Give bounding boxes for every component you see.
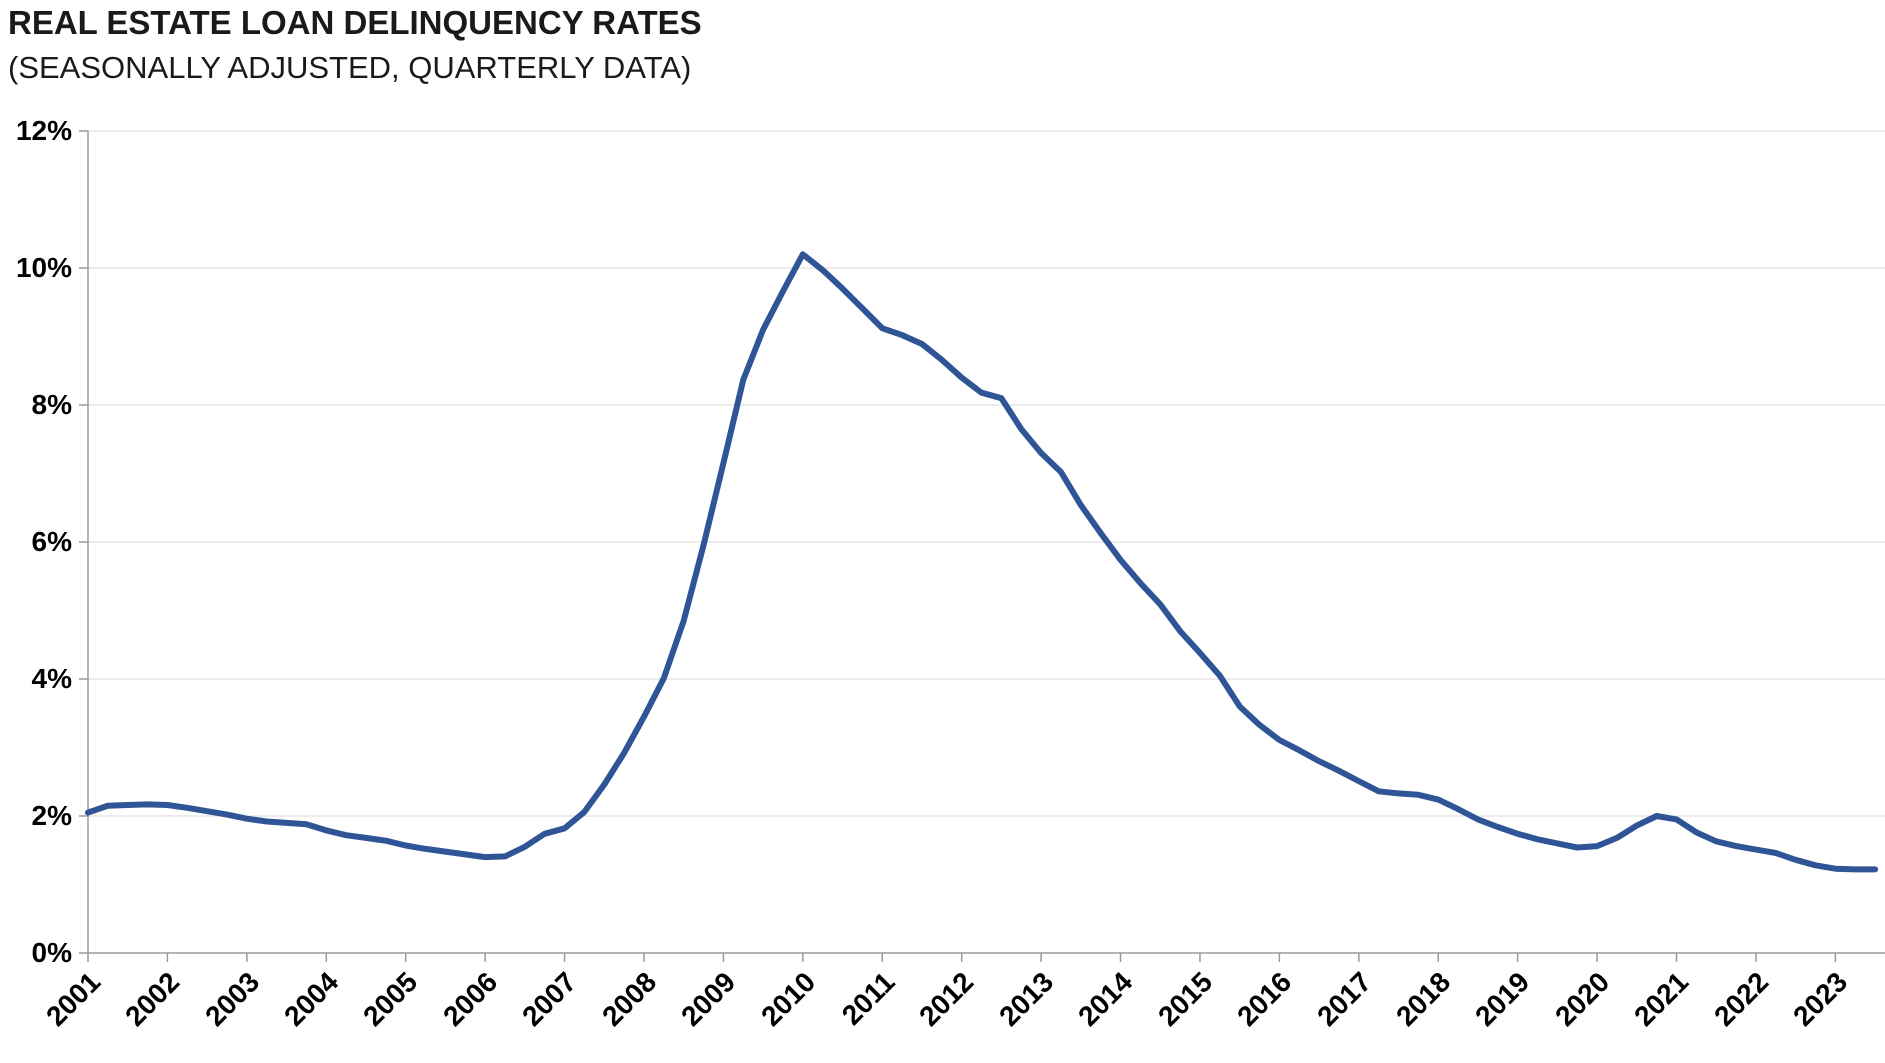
page-title: REAL ESTATE LOAN DELINQUENCY RATES [8, 4, 702, 41]
y-axis-label: 12% [15, 115, 72, 146]
y-axis-label: 8% [31, 389, 72, 420]
y-axis-label: 10% [15, 252, 72, 283]
page-subtitle: (SEASONALLY ADJUSTED, QUARTERLY DATA) [8, 50, 692, 85]
y-axis-label: 4% [31, 663, 72, 694]
y-axis-label: 0% [31, 937, 72, 968]
y-axis-label: 6% [31, 526, 72, 557]
delinquency-rate-line [85, 251, 1879, 873]
y-axis-label: 2% [31, 800, 72, 831]
